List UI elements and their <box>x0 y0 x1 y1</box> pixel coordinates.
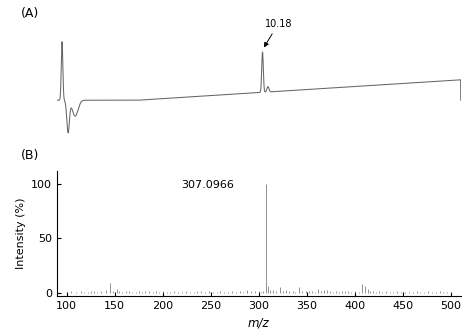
Y-axis label: Intensity (%): Intensity (%) <box>16 198 26 269</box>
Text: (B): (B) <box>21 149 39 162</box>
Text: 307.0966: 307.0966 <box>181 180 235 190</box>
X-axis label: m/z: m/z <box>248 316 270 329</box>
Text: (A): (A) <box>21 7 39 20</box>
Text: 10.18: 10.18 <box>265 19 292 47</box>
